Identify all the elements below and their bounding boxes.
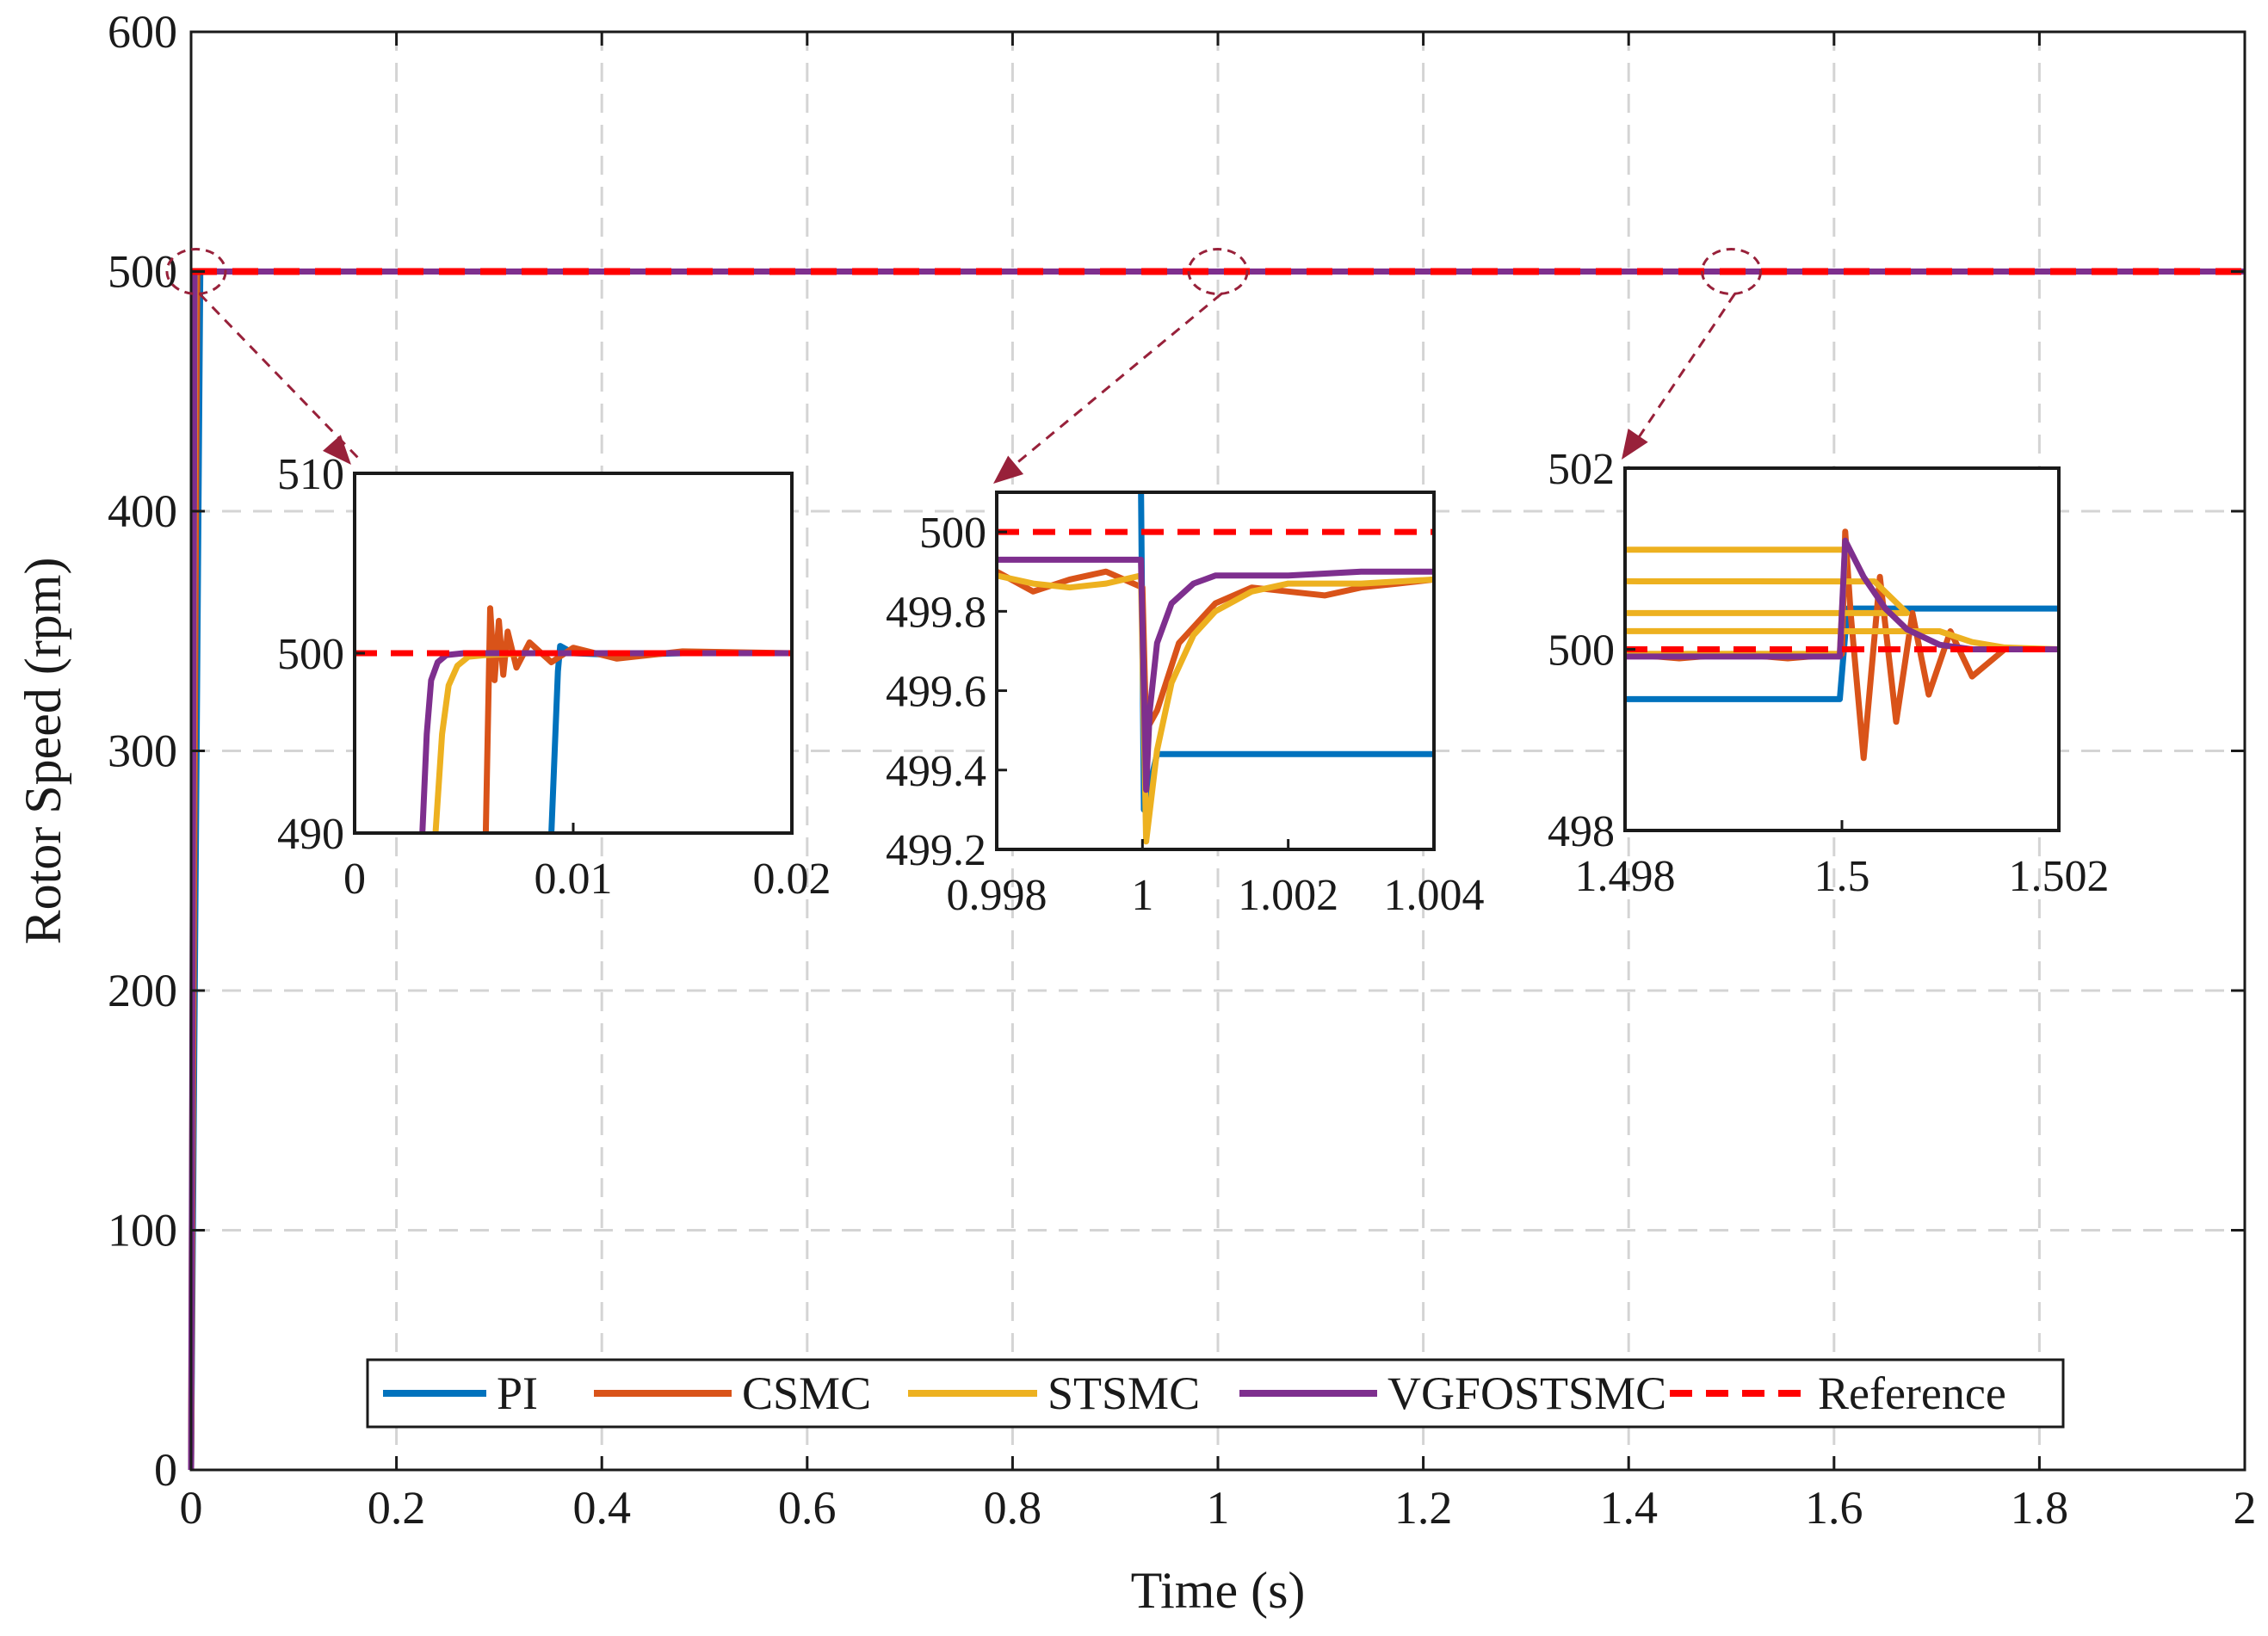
zoom-arrow-line xyxy=(1627,293,1736,454)
y-tick-label: 200 xyxy=(108,965,177,1016)
zoom-ellipse xyxy=(165,248,227,295)
zoom-ellipse xyxy=(1701,248,1762,295)
inset-x-tick-label: 0 xyxy=(343,855,366,904)
x-tick-label: 1.2 xyxy=(1394,1482,1453,1534)
inset-series-lines xyxy=(355,605,792,833)
legend-label-pi: PI xyxy=(497,1367,538,1419)
x-tick-label: 1.8 xyxy=(2011,1482,2069,1534)
zoom-arrow-line xyxy=(198,293,360,460)
inset-series-line-csmc xyxy=(997,568,1434,734)
x-tick-label: 0.2 xyxy=(368,1482,426,1534)
inset-frame xyxy=(995,491,1436,851)
inset-x-tick-label: 1.498 xyxy=(1575,852,1676,901)
inset-series-lines xyxy=(997,492,1434,845)
inset-border xyxy=(995,491,1436,851)
inset-series-line-csmc xyxy=(482,605,792,833)
y-tick-label: 100 xyxy=(108,1205,177,1256)
inset-plot-3: 1.498 1.5 1.502 498 500 502 xyxy=(1548,445,2110,901)
zoom-callouts xyxy=(165,248,1762,484)
x-axis-title: Time (s) xyxy=(1131,1562,1306,1619)
y-axis-title: Rotor Speed (rpm) xyxy=(15,558,71,945)
inset-plot-1: 0 0.01 0.02 490 500 510 xyxy=(277,450,831,904)
inset-x-tick-label: 1 xyxy=(1131,871,1153,920)
x-tick-label: 0.4 xyxy=(572,1482,631,1534)
inset-x-tick-label: 0.01 xyxy=(535,855,613,904)
zoom-ellipse xyxy=(1187,248,1249,295)
inset-y-tick-label: 490 xyxy=(277,810,344,859)
inset-x-tick-label: 1.502 xyxy=(2009,852,2110,901)
inset-x-tick-label: 0.02 xyxy=(753,855,831,904)
inset-x-tick-label: 1.002 xyxy=(1238,871,1338,920)
y-tick-label: 0 xyxy=(154,1444,177,1496)
x-tick-label: 0 xyxy=(180,1482,203,1534)
x-tick-label: 1.6 xyxy=(1805,1482,1863,1534)
inset-series-line-stsmc xyxy=(997,572,1434,845)
main-axis-ticks: 0 0.2 0.4 0.6 0.8 1 1.2 1.4 1.6 1.8 2 0 100 200 300 400… xyxy=(108,6,2257,1534)
inset-x-tick-label: 1.5 xyxy=(1814,852,1870,901)
inset-x-tick-label: 1.004 xyxy=(1384,871,1485,920)
inset-y-tick-label: 502 xyxy=(1548,445,1615,494)
inset-y-tick-label: 500 xyxy=(277,630,344,679)
inset-y-tick-label: 499.6 xyxy=(886,668,986,717)
x-tick-label: 1 xyxy=(1207,1482,1230,1534)
inset-y-tick-label: 498 xyxy=(1548,807,1615,856)
inset-plots: 0 0.01 0.02 490 500 510 0.998 1 1.002 1.004 499.2 4… xyxy=(277,445,2110,920)
inset-series-line-vgfostsmc xyxy=(997,556,1434,793)
inset-y-tick-label: 510 xyxy=(277,450,344,499)
legend-label-csmc: CSMC xyxy=(742,1367,871,1419)
zoom-arrow-head xyxy=(323,435,351,465)
legend-label-stsmc: STSMC xyxy=(1047,1367,1200,1419)
inset-series-lines xyxy=(1625,528,2059,762)
legend-label-vgfostsmc: VGFOSTSMC xyxy=(1387,1367,1666,1419)
legend: PI CSMC STSMC VGFOSTSMC Reference xyxy=(366,1358,2065,1429)
x-tick-label: 2 xyxy=(2234,1482,2257,1534)
zoom-arrow-line xyxy=(999,293,1222,478)
inset-plot-2: 0.998 1 1.002 1.004 499.2 499.4 499.6 499.8 500 xyxy=(886,491,1485,920)
x-tick-label: 1.4 xyxy=(1599,1482,1658,1534)
zoom-arrow-head xyxy=(1622,429,1648,460)
inset-y-tick-label: 499.2 xyxy=(886,826,986,875)
x-tick-label: 0.8 xyxy=(984,1482,1042,1534)
zoom-arrow-head xyxy=(993,455,1024,484)
legend-label-reference: Reference xyxy=(1818,1367,2006,1419)
y-tick-label: 300 xyxy=(108,725,177,777)
inset-y-tick-label: 500 xyxy=(919,509,986,558)
inset-y-tick-label: 499.8 xyxy=(886,588,986,637)
y-tick-label: 400 xyxy=(108,485,177,537)
inset-y-tick-label: 500 xyxy=(1548,627,1615,676)
inset-y-tick-label: 499.4 xyxy=(886,747,986,796)
y-tick-label: 600 xyxy=(108,6,177,58)
inset-x-tick-label: 0.998 xyxy=(947,871,1047,920)
x-tick-label: 0.6 xyxy=(778,1482,837,1534)
